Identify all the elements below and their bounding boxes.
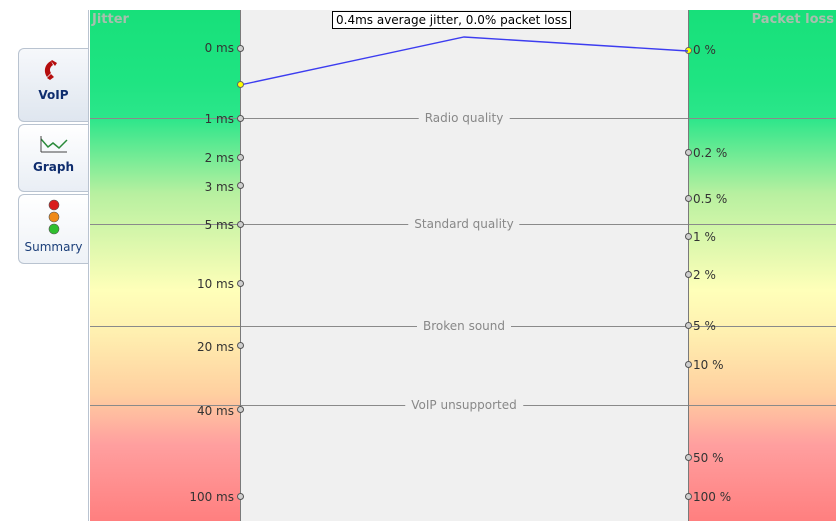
jitter-tick-marker bbox=[237, 221, 244, 228]
measurement-line-layer bbox=[239, 36, 689, 86]
jitter-tick-marker bbox=[237, 280, 244, 287]
tab-voip-label: VoIP bbox=[38, 88, 69, 102]
traffic-light-icon bbox=[48, 199, 59, 235]
jitter-tick: 2 ms bbox=[204, 151, 234, 165]
quality-label-standard: Standard quality bbox=[408, 217, 520, 231]
jitter-tick-marker bbox=[237, 493, 244, 500]
jitter-tick-marker bbox=[237, 182, 244, 189]
packet-loss-tick: 0.2 % bbox=[693, 146, 728, 160]
quality-label-radio: Radio quality bbox=[418, 111, 510, 125]
measurement-line bbox=[239, 36, 689, 86]
tab-strip-border bbox=[88, 10, 89, 521]
packet-loss-axis bbox=[688, 10, 689, 521]
packet-loss-tick: 50 % bbox=[693, 451, 724, 465]
tab-summary[interactable]: Summary bbox=[18, 194, 88, 264]
tab-graph[interactable]: Graph bbox=[18, 124, 88, 192]
packet-loss-tick: 10 % bbox=[693, 358, 724, 372]
packet-loss-tick-marker bbox=[685, 271, 692, 278]
jitter-tick: 5 ms bbox=[204, 218, 234, 232]
jitter-band bbox=[90, 10, 240, 521]
tab-summary-label: Summary bbox=[24, 240, 83, 254]
jitter-tick-marker bbox=[237, 154, 244, 161]
graph-icon bbox=[39, 136, 68, 153]
packet-loss-title: Packet loss bbox=[751, 12, 834, 27]
jitter-tick: 40 ms bbox=[196, 404, 234, 418]
result-summary: 0.4ms average jitter, 0.0% packet loss bbox=[332, 11, 572, 29]
jitter-tick-marker bbox=[237, 406, 244, 413]
packet-loss-tick: 100 % bbox=[693, 490, 732, 504]
jitter-tick: 1 ms bbox=[204, 112, 234, 126]
jitter-tick: 10 ms bbox=[196, 277, 234, 291]
jitter-title: Jitter bbox=[92, 12, 129, 27]
phone-icon bbox=[44, 60, 57, 80]
packet-loss-tick: 0 % bbox=[693, 43, 716, 57]
jitter-tick-marker bbox=[237, 342, 244, 349]
packet-loss-band bbox=[688, 10, 836, 521]
voip-quality-graph: Jitter Packet loss Radio quality Standar… bbox=[90, 10, 836, 521]
packet-loss-tick: 0.5 % bbox=[693, 192, 728, 206]
jitter-tick: 20 ms bbox=[196, 340, 234, 354]
jitter-tick-marker bbox=[237, 45, 244, 52]
tab-voip[interactable]: VoIP bbox=[18, 48, 88, 122]
packet-loss-tick-marker bbox=[685, 361, 692, 368]
jitter-tick: 3 ms bbox=[204, 180, 234, 194]
jitter-tick-marker bbox=[237, 115, 244, 122]
jitter-measured-marker bbox=[237, 81, 244, 88]
packet-loss-tick: 5 % bbox=[693, 319, 716, 333]
packet-loss-tick-marker bbox=[685, 149, 692, 156]
packet-loss-tick: 2 % bbox=[693, 268, 716, 282]
packet-loss-tick-marker bbox=[685, 195, 692, 202]
packet-loss-tick: 1 % bbox=[693, 230, 716, 244]
jitter-axis bbox=[240, 10, 241, 521]
quality-label-broken: Broken sound bbox=[417, 319, 511, 333]
jitter-tick: 100 ms bbox=[189, 490, 234, 504]
quality-label-unsupported: VoIP unsupported bbox=[405, 398, 523, 412]
tab-graph-label: Graph bbox=[33, 160, 74, 174]
packet-loss-tick-marker bbox=[685, 322, 692, 329]
packet-loss-tick-marker bbox=[685, 454, 692, 461]
packet-loss-tick-marker bbox=[685, 233, 692, 240]
jitter-tick: 0 ms bbox=[204, 41, 234, 55]
packet-loss-tick-marker bbox=[685, 493, 692, 500]
